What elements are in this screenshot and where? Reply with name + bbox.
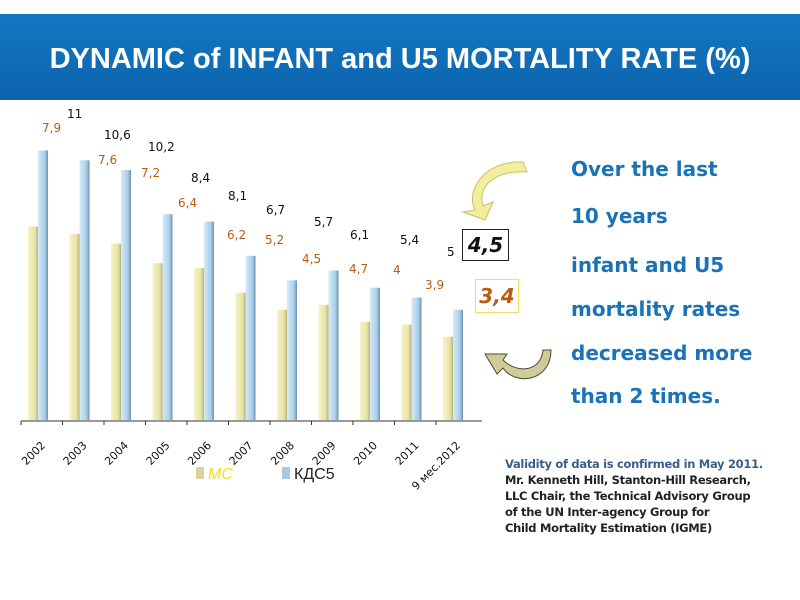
data-label-mc: 6,2 (227, 228, 246, 242)
x-tick-label: 2009 (310, 439, 339, 468)
bar-mc-2009 (318, 304, 329, 420)
bar-mc-9 мес.2012 (443, 336, 453, 420)
x-tick-label: 2010 (351, 439, 380, 468)
note-line: Validity of data is confirmed in May 201… (505, 457, 763, 471)
data-label-mc: 4,7 (349, 262, 368, 276)
x-tick-label: 2008 (268, 439, 297, 468)
bar-kds5-2005 (162, 214, 173, 420)
bar-kds5-2009 (328, 270, 339, 420)
infant-latest-box: 3,4 (475, 279, 519, 313)
data-label-kds5: 8,1 (228, 189, 247, 203)
bar-mc-2003 (69, 233, 80, 420)
slide-title: DYNAMIC of INFANT and U5 MORTALITY RATE … (49, 43, 751, 75)
data-label-kds5: 10,2 (148, 140, 175, 154)
x-tick-label: 2006 (185, 439, 214, 468)
side-text-line: decreased more (571, 341, 753, 365)
note-line: Mr. Kenneth Hill, Stanton-Hill Research, (505, 473, 751, 487)
data-label-mc: 4,5 (302, 252, 321, 266)
legend-label-kds5: КДС5 (294, 466, 335, 483)
bar-kds5-2008 (287, 280, 297, 420)
bar-kds5-2002 (38, 150, 48, 420)
bar-kds5-2004 (121, 170, 131, 420)
legend-item-kds5: КДС5 (282, 466, 335, 484)
data-label-kds5: 5,4 (400, 233, 419, 247)
x-tick-label: 2007 (227, 439, 256, 468)
note-line: of the UN Inter-agency Group for (505, 505, 710, 519)
data-label-kds5: 5,7 (314, 215, 333, 229)
data-label-kds5: 5 (447, 245, 455, 259)
side-text-line: than 2 times. (571, 384, 721, 408)
bar-kds5-2007 (245, 255, 256, 420)
bar-kds5-2003 (79, 160, 90, 421)
bar-mc-2002 (28, 226, 38, 420)
curved-arrow-up-icon (484, 349, 552, 380)
bar-kds5-9 мес.2012 (453, 309, 463, 420)
data-label-mc: 5,2 (265, 233, 284, 247)
bar-kds5-2011 (411, 297, 422, 420)
data-label-kds5: 10,6 (104, 128, 131, 142)
bar-mc-2010 (360, 322, 370, 420)
data-label-kds5: 6,7 (266, 203, 285, 217)
bar-kds5-2010 (370, 287, 380, 420)
bar-mc-2011 (401, 324, 412, 420)
legend-swatch-kds5 (282, 467, 290, 479)
data-label-mc: 7,9 (42, 121, 61, 135)
x-tick-label: 2005 (144, 439, 173, 468)
side-text-line: Over the last (571, 157, 718, 181)
u5-latest-box: 4,5 (462, 229, 509, 261)
data-label-mc: 7,2 (141, 166, 160, 180)
x-tick-label: 2003 (61, 439, 90, 468)
data-label-kds5: 11 (67, 107, 82, 121)
x-tick-label: 2011 (393, 439, 422, 468)
data-label-mc: 6,4 (178, 196, 197, 210)
legend-swatch-mc (196, 467, 204, 479)
side-text-line: mortality rates (571, 297, 741, 321)
bar-mc-2004 (111, 243, 121, 420)
bar-mc-2005 (152, 263, 163, 420)
note-line: LLC Chair, the Technical Advisory Group (505, 489, 751, 503)
x-tick-label: 2002 (19, 439, 48, 468)
note-line: Child Mortality Estimation (IGME) (505, 521, 712, 535)
data-label-kds5: 6,1 (350, 228, 369, 242)
data-label-mc: 7,6 (98, 153, 117, 167)
side-text-line: 10 years (571, 204, 668, 228)
source-note: Validity of data is confirmed in May 201… (505, 456, 763, 536)
data-label-mc: 4 (393, 263, 401, 277)
title-bar: DYNAMIC of INFANT and U5 MORTALITY RATE … (0, 14, 800, 100)
side-text-line: infant and U5 (571, 253, 725, 277)
bar-kds5-2006 (204, 221, 214, 420)
data-label-kds5: 8,4 (191, 171, 210, 185)
legend-item-mc: МС (196, 466, 233, 484)
bar-mc-2006 (194, 268, 204, 420)
curved-arrow-down-icon (461, 161, 528, 221)
bar-chart: 2002 7,9 11 2003 7,6 10,6 2004 7,2 10,2 2005 6,4 8,… (19, 107, 482, 490)
legend-label-mc: МС (208, 466, 233, 483)
bar-mc-2008 (277, 309, 287, 420)
data-label-mc: 3,9 (425, 278, 444, 292)
arrows (461, 161, 552, 380)
x-tick-label: 2004 (102, 439, 131, 468)
bar-mc-2007 (235, 292, 246, 420)
